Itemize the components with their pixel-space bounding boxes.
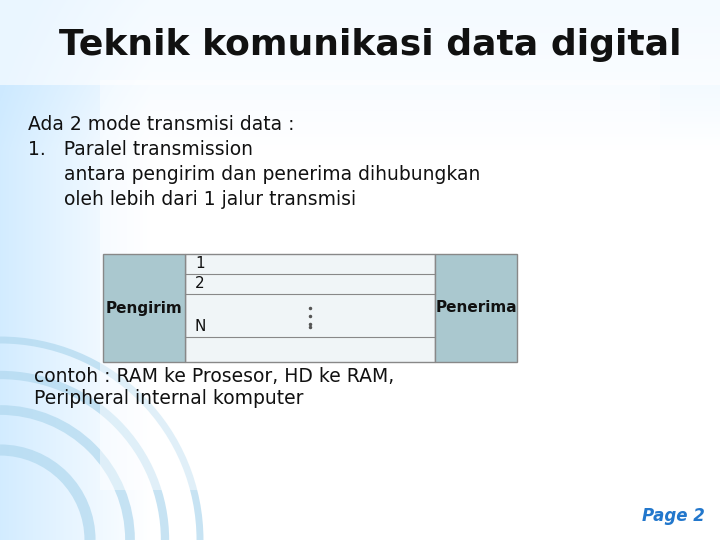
- Text: Teknik komunikasi data digital: Teknik komunikasi data digital: [59, 28, 681, 62]
- Bar: [0, 0, 720, 85]
- Text: oleh lebih dari 1 jalur transmisi: oleh lebih dari 1 jalur transmisi: [28, 190, 356, 209]
- Text: 1: 1: [195, 256, 204, 271]
- Bar: [100, 80, 660, 490]
- Text: Page 2: Page 2: [642, 507, 705, 525]
- Text: 1.   Paralel transmission: 1. Paralel transmission: [28, 140, 253, 159]
- Text: 2: 2: [195, 276, 204, 291]
- Bar: [103, 254, 185, 362]
- Text: contoh : RAM ke Prosesor, HD ke RAM,: contoh : RAM ke Prosesor, HD ke RAM,: [28, 367, 395, 386]
- Text: antara pengirim dan penerima dihubungkan: antara pengirim dan penerima dihubungkan: [28, 165, 480, 184]
- Text: Pengirim: Pengirim: [106, 300, 182, 315]
- Bar: [435, 254, 517, 362]
- Text: Ada 2 mode transmisi data :: Ada 2 mode transmisi data :: [28, 115, 294, 134]
- Text: N: N: [195, 319, 207, 334]
- Bar: [185, 254, 435, 362]
- Text: Penerima: Penerima: [435, 300, 517, 315]
- Text: Peripheral internal komputer: Peripheral internal komputer: [28, 389, 304, 408]
